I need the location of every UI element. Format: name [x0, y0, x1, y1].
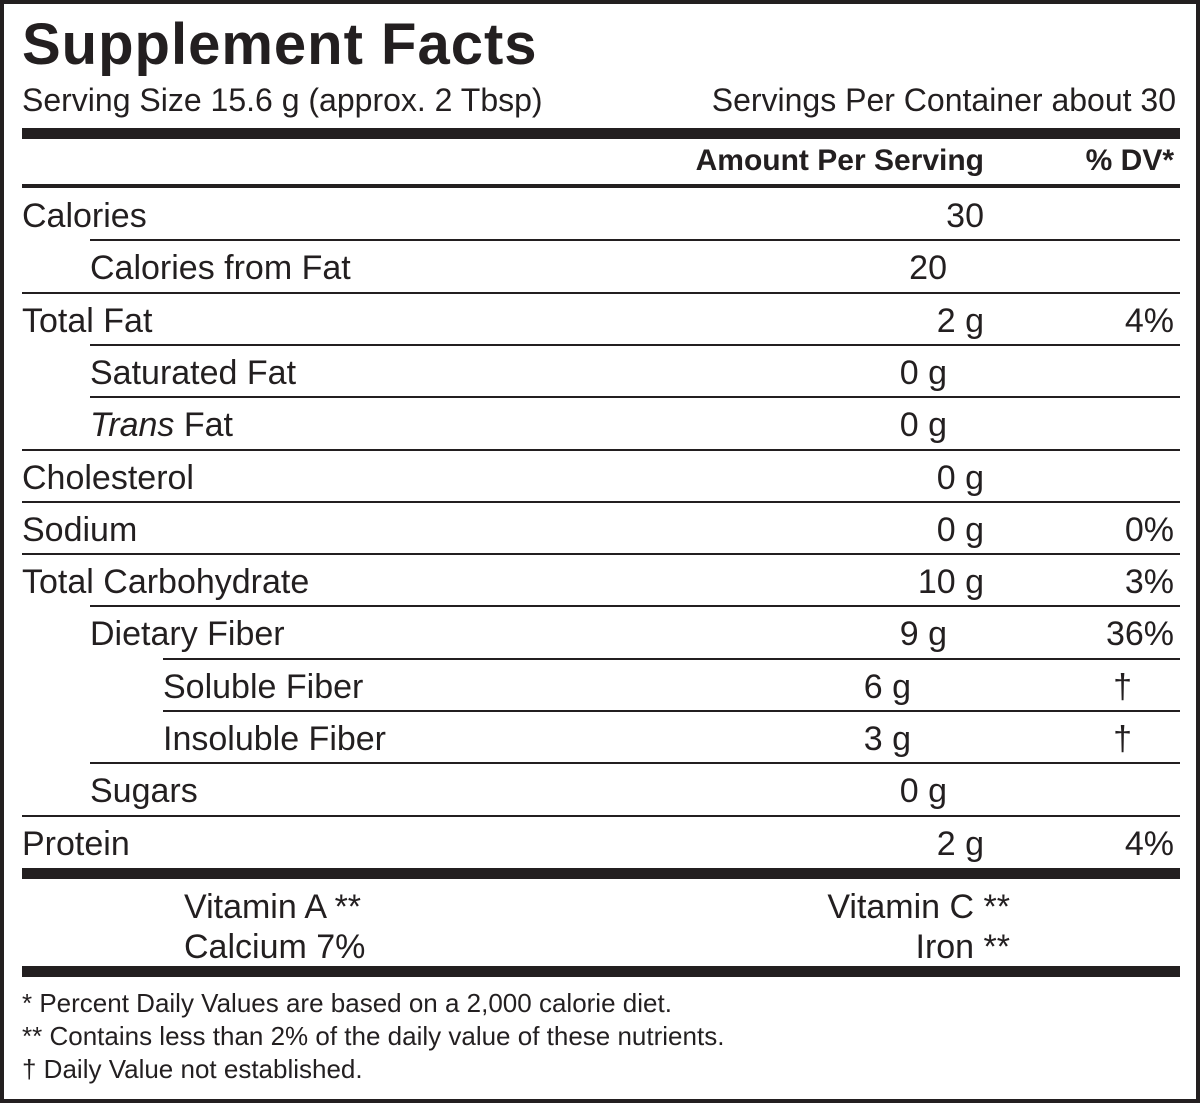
footnote: † Daily Value not established. [22, 1054, 363, 1084]
nutrient-row: Cholesterol 0 g [4, 461, 1196, 495]
nutrient-name: Total Carbohydrate [22, 565, 309, 599]
nutrient-amount: 3 g [863, 720, 911, 758]
nutrient-amount: 9 g [899, 615, 947, 654]
nutrient-dv: 4% [1124, 824, 1174, 863]
nutrient-name-text: Soluble Fiber [163, 667, 364, 706]
row-rule [90, 762, 1180, 765]
nutrient-name-text: Sugars [90, 772, 198, 811]
nutrient-amount: 6 g [863, 667, 911, 706]
servings-per-container: Servings Per Container about 30 [711, 82, 1176, 118]
thick-rule [22, 966, 1180, 977]
nutrient-dv: 0% [1124, 510, 1174, 549]
nutrient-amount: 0 g [936, 458, 984, 497]
header-rule [22, 184, 1180, 188]
nutrient-name-text: Calories from Fat [90, 249, 351, 288]
vitamin-left: Calcium 7% [184, 928, 366, 966]
nutrient-row: Trans Fat 0 g [4, 408, 1196, 442]
amount-header: Amount Per Serving [695, 144, 984, 177]
nutrient-name: Cholesterol [22, 461, 194, 495]
row-rule [90, 239, 1180, 242]
nutrient-row: Protein 2 g 4% [4, 827, 1196, 861]
nutrient-name-text: Saturated Fat [90, 353, 297, 392]
nutrient-row: Total Fat 2 g 4% [4, 304, 1196, 338]
nutrient-name: Calories [22, 199, 147, 233]
nutrient-name: Trans Fat [90, 408, 233, 442]
nutrient-amount: 0 g [899, 353, 947, 392]
nutrient-row: Calories from Fat 20 [4, 251, 1196, 285]
nutrient-name: Protein [22, 827, 130, 861]
nutrient-amount: 0 g [899, 772, 947, 811]
nutrient-amount: 20 [909, 249, 947, 288]
row-rule [22, 448, 1180, 451]
serving-size: Serving Size 15.6 g (approx. 2 Tbsp) [22, 82, 543, 118]
nutrient-row: Sodium 0 g 0% [4, 513, 1196, 547]
thick-rule [22, 868, 1180, 879]
nutrient-amount: 30 [946, 197, 984, 235]
footnote: * Percent Daily Values are based on a 2,… [22, 988, 672, 1018]
row-rule [22, 553, 1180, 556]
nutrient-dv: 3% [1124, 563, 1174, 602]
nutrient-dv: 4% [1124, 301, 1174, 340]
nutrient-name-text: Cholesterol [22, 458, 194, 497]
nutrient-row: Soluble Fiber 6 g † [4, 670, 1196, 704]
nutrient-dv: † [1113, 720, 1132, 758]
nutrient-amount: 2 g [936, 301, 984, 340]
vitamin-right: Iron ** [915, 928, 1011, 966]
row-rule [22, 500, 1180, 503]
dv-header: % DV* [1085, 144, 1174, 177]
row-rule [90, 343, 1180, 346]
nutrient-name-text: Insoluble Fiber [163, 720, 387, 758]
nutrient-amount: 10 g [917, 563, 984, 602]
nutrient-name-text: Total Carbohydrate [22, 563, 310, 602]
vitamin-right: Vitamin C ** [827, 888, 1010, 926]
nutrient-dv: † [1113, 667, 1132, 706]
nutrient-name-italic: Trans [90, 406, 175, 445]
nutrient-name: Calories from Fat [90, 251, 351, 285]
nutrient-amount: 0 g [899, 406, 947, 445]
nutrient-name: Sugars [90, 774, 198, 808]
nutrient-row: Insoluble Fiber 3 g † [4, 722, 1196, 756]
nutrient-amount: 0 g [936, 510, 984, 549]
nutrient-name: Dietary Fiber [90, 617, 285, 651]
vitamin-left: Vitamin A ** [184, 888, 362, 926]
nutrient-name: Sodium [22, 513, 137, 547]
title: Supplement Facts [22, 12, 538, 77]
nutrient-amount: 2 g [936, 824, 984, 863]
row-rule [163, 710, 1180, 712]
nutrient-dv: 36% [1105, 615, 1174, 654]
nutrient-row: Sugars 0 g [4, 774, 1196, 808]
nutrient-name-text: Calories [22, 197, 147, 235]
nutrient-row: Dietary Fiber 9 g 36% [4, 617, 1196, 651]
nutrient-name-text: Sodium [22, 510, 138, 549]
nutrient-row: Total Carbohydrate 10 g 3% [4, 565, 1196, 599]
row-rule [22, 814, 1180, 817]
row-rule [90, 605, 1180, 608]
nutrient-name-text: Total Fat [22, 301, 153, 340]
thick-rule [22, 128, 1180, 139]
nutrient-name: Saturated Fat [90, 356, 296, 390]
nutrient-name-text: Protein [22, 824, 130, 863]
nutrient-name-text: Fat [174, 406, 233, 445]
row-rule [90, 396, 1180, 399]
row-rule [163, 657, 1180, 660]
nutrient-row: Saturated Fat 0 g [4, 356, 1196, 390]
nutrient-name: Total Fat [22, 304, 152, 338]
nutrient-name-text: Dietary Fiber [90, 615, 285, 654]
nutrient-row: Calories 30 [4, 199, 1196, 233]
nutrient-name: Insoluble Fiber [163, 722, 386, 756]
footnote: ** Contains less than 2% of the daily va… [22, 1021, 725, 1051]
row-rule [22, 291, 1180, 294]
nutrient-name: Soluble Fiber [163, 670, 363, 704]
